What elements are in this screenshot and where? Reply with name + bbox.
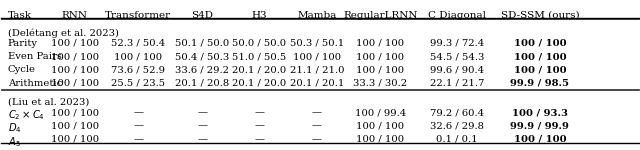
Text: —: — (255, 108, 264, 117)
Text: 100 / 100: 100 / 100 (356, 122, 404, 130)
Text: 79.2 / 60.4: 79.2 / 60.4 (430, 108, 484, 117)
Text: —: — (133, 108, 143, 117)
Text: S4D: S4D (191, 11, 213, 20)
Text: SD-SSM (ours): SD-SSM (ours) (500, 11, 579, 20)
Text: 100 / 100: 100 / 100 (51, 108, 99, 117)
Text: —: — (197, 135, 207, 144)
Text: Task: Task (8, 11, 32, 20)
Text: 50.0 / 50.0: 50.0 / 50.0 (232, 39, 287, 48)
Text: —: — (255, 122, 264, 130)
Text: —: — (312, 122, 322, 130)
Text: 100 / 93.3: 100 / 93.3 (512, 108, 568, 117)
Text: —: — (133, 122, 143, 130)
Text: Transformer: Transformer (106, 11, 172, 20)
Text: —: — (197, 122, 207, 130)
Text: RNN: RNN (61, 11, 88, 20)
Text: RegularLRNN: RegularLRNN (343, 11, 418, 20)
Text: 51.0 / 50.5: 51.0 / 50.5 (232, 52, 287, 61)
Text: 100 / 100: 100 / 100 (51, 52, 99, 61)
Text: 100 / 100: 100 / 100 (51, 65, 99, 74)
Text: Even Pairs: Even Pairs (8, 52, 61, 61)
Text: —: — (255, 135, 264, 144)
Text: 50.1 / 50.0: 50.1 / 50.0 (175, 39, 229, 48)
Text: —: — (312, 135, 322, 144)
Text: 100 / 100: 100 / 100 (51, 39, 99, 48)
Text: 100 / 100: 100 / 100 (292, 52, 341, 61)
Text: 100 / 100: 100 / 100 (513, 65, 566, 74)
Text: 50.4 / 50.3: 50.4 / 50.3 (175, 52, 229, 61)
Text: 52.3 / 50.4: 52.3 / 50.4 (111, 39, 166, 48)
Text: 100 / 100: 100 / 100 (51, 79, 99, 88)
Text: 100 / 100: 100 / 100 (356, 135, 404, 144)
Text: 20.1 / 20.0: 20.1 / 20.0 (232, 79, 287, 88)
Text: C Diagonal: C Diagonal (428, 11, 486, 20)
Text: 20.1 / 20.8: 20.1 / 20.8 (175, 79, 229, 88)
Text: 100 / 100: 100 / 100 (115, 52, 163, 61)
Text: $C_2 \times C_4$: $C_2 \times C_4$ (8, 108, 45, 122)
Text: 0.1 / 0.1: 0.1 / 0.1 (436, 135, 478, 144)
Text: 20.1 / 20.0: 20.1 / 20.0 (232, 65, 287, 74)
Text: 54.5 / 54.3: 54.5 / 54.3 (430, 52, 484, 61)
Text: —: — (133, 135, 143, 144)
Text: 22.1 / 21.7: 22.1 / 21.7 (430, 79, 484, 88)
Text: —: — (197, 108, 207, 117)
Text: 21.1 / 21.0: 21.1 / 21.0 (289, 65, 344, 74)
Text: 99.9 / 98.5: 99.9 / 98.5 (510, 79, 570, 88)
Text: 33.3 / 30.2: 33.3 / 30.2 (353, 79, 408, 88)
Text: 100 / 99.4: 100 / 99.4 (355, 108, 406, 117)
Text: 100 / 100: 100 / 100 (356, 52, 404, 61)
Text: 100 / 100: 100 / 100 (356, 39, 404, 48)
Text: 50.3 / 50.1: 50.3 / 50.1 (290, 39, 344, 48)
Text: 20.1 / 20.1: 20.1 / 20.1 (290, 79, 344, 88)
Text: 33.6 / 29.2: 33.6 / 29.2 (175, 65, 229, 74)
Text: 73.6 / 52.9: 73.6 / 52.9 (111, 65, 165, 74)
Text: 99.6 / 90.4: 99.6 / 90.4 (430, 65, 484, 74)
Text: Arithmetic: Arithmetic (8, 79, 62, 88)
Text: Cycle: Cycle (8, 65, 36, 74)
Text: 100 / 100: 100 / 100 (51, 122, 99, 130)
Text: (Liu et al. 2023): (Liu et al. 2023) (8, 98, 89, 106)
Text: 99.9 / 99.9: 99.9 / 99.9 (511, 122, 569, 130)
Text: 32.6 / 29.8: 32.6 / 29.8 (430, 122, 484, 130)
Text: Parity: Parity (8, 39, 38, 48)
Text: (Delétang et al. 2023): (Delétang et al. 2023) (8, 28, 119, 38)
Text: 100 / 100: 100 / 100 (356, 65, 404, 74)
Text: 25.5 / 23.5: 25.5 / 23.5 (111, 79, 166, 88)
Text: $D_4$: $D_4$ (8, 122, 22, 135)
Text: 100 / 100: 100 / 100 (513, 39, 566, 48)
Text: 100 / 100: 100 / 100 (513, 135, 566, 144)
Text: $A_5$: $A_5$ (8, 135, 21, 149)
Text: —: — (312, 108, 322, 117)
Text: 100 / 100: 100 / 100 (513, 52, 566, 61)
Text: H3: H3 (252, 11, 268, 20)
Text: Mamba: Mamba (297, 11, 337, 20)
Text: 100 / 100: 100 / 100 (51, 135, 99, 144)
Text: 99.3 / 72.4: 99.3 / 72.4 (430, 39, 484, 48)
